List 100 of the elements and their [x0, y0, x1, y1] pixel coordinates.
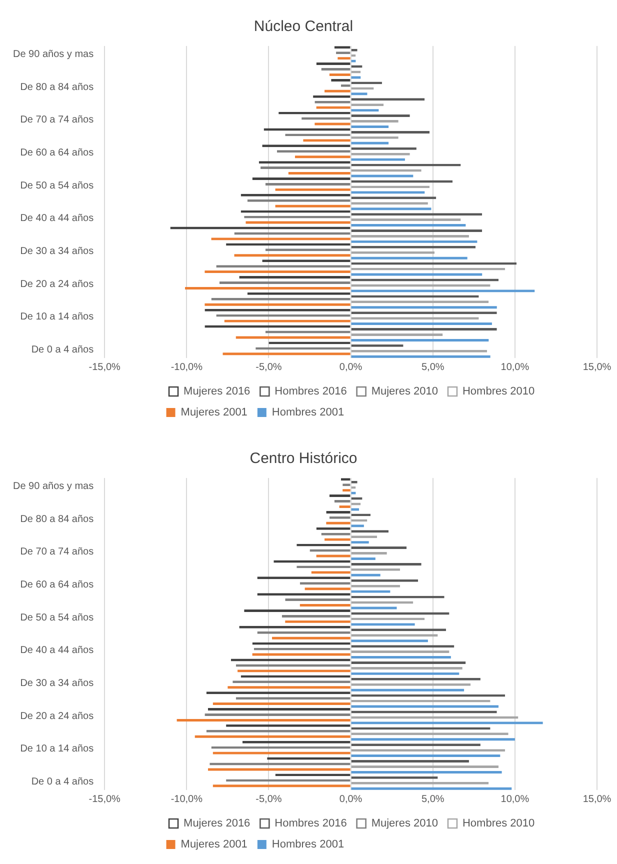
x-tick-label: 10,0%: [500, 794, 530, 805]
bar: [212, 702, 350, 706]
bar: [351, 656, 451, 658]
y-tick-label: De 60 a 64 años: [20, 579, 94, 590]
x-tick-label: 15,0%: [582, 794, 612, 805]
bar: [303, 139, 350, 142]
bar: [339, 506, 350, 508]
y-tick-label: De 70 a 74 años: [20, 546, 94, 558]
bar: [351, 754, 500, 758]
bar: [351, 290, 535, 292]
bar: [351, 92, 368, 96]
y-tick-label: De 20 a 24 años: [20, 278, 94, 290]
y-tick-label: De 80 a 84 años: [20, 514, 94, 525]
bar: [326, 522, 350, 524]
x-tick-label: 0,0%: [339, 794, 362, 805]
bar: [324, 90, 350, 92]
bar: [351, 546, 407, 550]
x-tick-label: 0,0%: [339, 362, 362, 373]
y-tick-label: De 50 a 54 años: [20, 612, 94, 624]
x-tick-label: 5,0%: [421, 362, 444, 373]
bar: [351, 224, 466, 226]
bar: [351, 562, 422, 566]
bar: [351, 541, 369, 544]
x-tick-label: 5,0%: [421, 794, 444, 805]
bar: [275, 204, 350, 208]
bar: [351, 208, 432, 210]
bar: [326, 510, 350, 514]
bar: [185, 286, 350, 290]
bar: [351, 230, 482, 232]
bar: [351, 672, 460, 675]
bar: [252, 653, 350, 656]
y-tick-label: De 50 a 54 años: [20, 180, 94, 192]
bar: [351, 114, 410, 118]
bar: [351, 524, 364, 528]
bar: [351, 334, 443, 336]
bar: [311, 571, 350, 574]
bar: [351, 738, 515, 741]
y-tick-label: De 70 a 74 años: [20, 114, 94, 126]
bar: [238, 670, 350, 672]
bar: [351, 328, 497, 330]
legend-label: Mujeres 2001: [180, 406, 248, 419]
bar: [211, 238, 350, 240]
bar: [244, 610, 350, 612]
bar: [331, 78, 350, 82]
bar: [176, 718, 350, 722]
bar: [222, 352, 350, 356]
y-tick-label: De 90 años y mas: [12, 48, 94, 60]
bar: [239, 276, 350, 278]
bar: [246, 221, 350, 224]
bar: [321, 68, 350, 70]
bar: [285, 598, 350, 602]
bar: [204, 714, 350, 716]
bar: [324, 538, 350, 541]
x-tick-label: -10,0%: [170, 794, 203, 805]
legend-label: Hombres 2001: [272, 406, 344, 419]
bar: [329, 74, 350, 76]
bar: [329, 494, 350, 498]
y-tick-label: De 20 a 24 años: [20, 710, 94, 722]
bar: [304, 588, 350, 590]
x-tick-label: -15,0%: [88, 794, 121, 805]
legend-label: Mujeres 2001: [180, 838, 248, 851]
bar: [351, 240, 478, 243]
bar: [208, 768, 350, 771]
bar: [351, 640, 428, 642]
legend-label: Hombres 2016: [274, 386, 347, 398]
bar: [212, 752, 350, 754]
bar: [351, 770, 502, 774]
bar: [351, 234, 469, 238]
y-tick-label: De 30 a 34 años: [20, 246, 94, 258]
bar: [351, 666, 462, 670]
x-tick-label: 10,0%: [500, 362, 530, 373]
bar: [316, 62, 350, 66]
bar: [219, 282, 350, 284]
bar: [288, 172, 350, 174]
legend-label: Hombres 2016: [274, 818, 347, 830]
bar: [351, 109, 379, 112]
legend-label: Hombres 2001: [272, 838, 344, 851]
bar: [351, 218, 461, 222]
chart-title: Núcleo Central: [254, 18, 354, 36]
y-tick-label: De 10 a 14 años: [20, 744, 94, 755]
bar: [351, 650, 450, 654]
bar: [351, 273, 482, 276]
y-tick-label: De 0 a 4 años: [31, 776, 94, 788]
bar: [282, 614, 350, 618]
bar: [351, 120, 398, 122]
y-tick-label: De 40 a 44 años: [20, 645, 94, 656]
bar: [351, 766, 499, 768]
bar: [212, 784, 350, 788]
bar: [351, 256, 468, 260]
bar: [234, 254, 350, 257]
bar: [294, 156, 350, 158]
bar: [272, 636, 350, 640]
y-tick-label: De 0 a 4 años: [31, 344, 94, 356]
bar: [204, 303, 350, 306]
bar: [351, 705, 499, 708]
bar: [351, 688, 464, 692]
bar: [194, 735, 350, 738]
y-tick-label: De 90 años y mas: [12, 480, 94, 492]
bar: [351, 492, 356, 494]
bar: [300, 604, 350, 606]
